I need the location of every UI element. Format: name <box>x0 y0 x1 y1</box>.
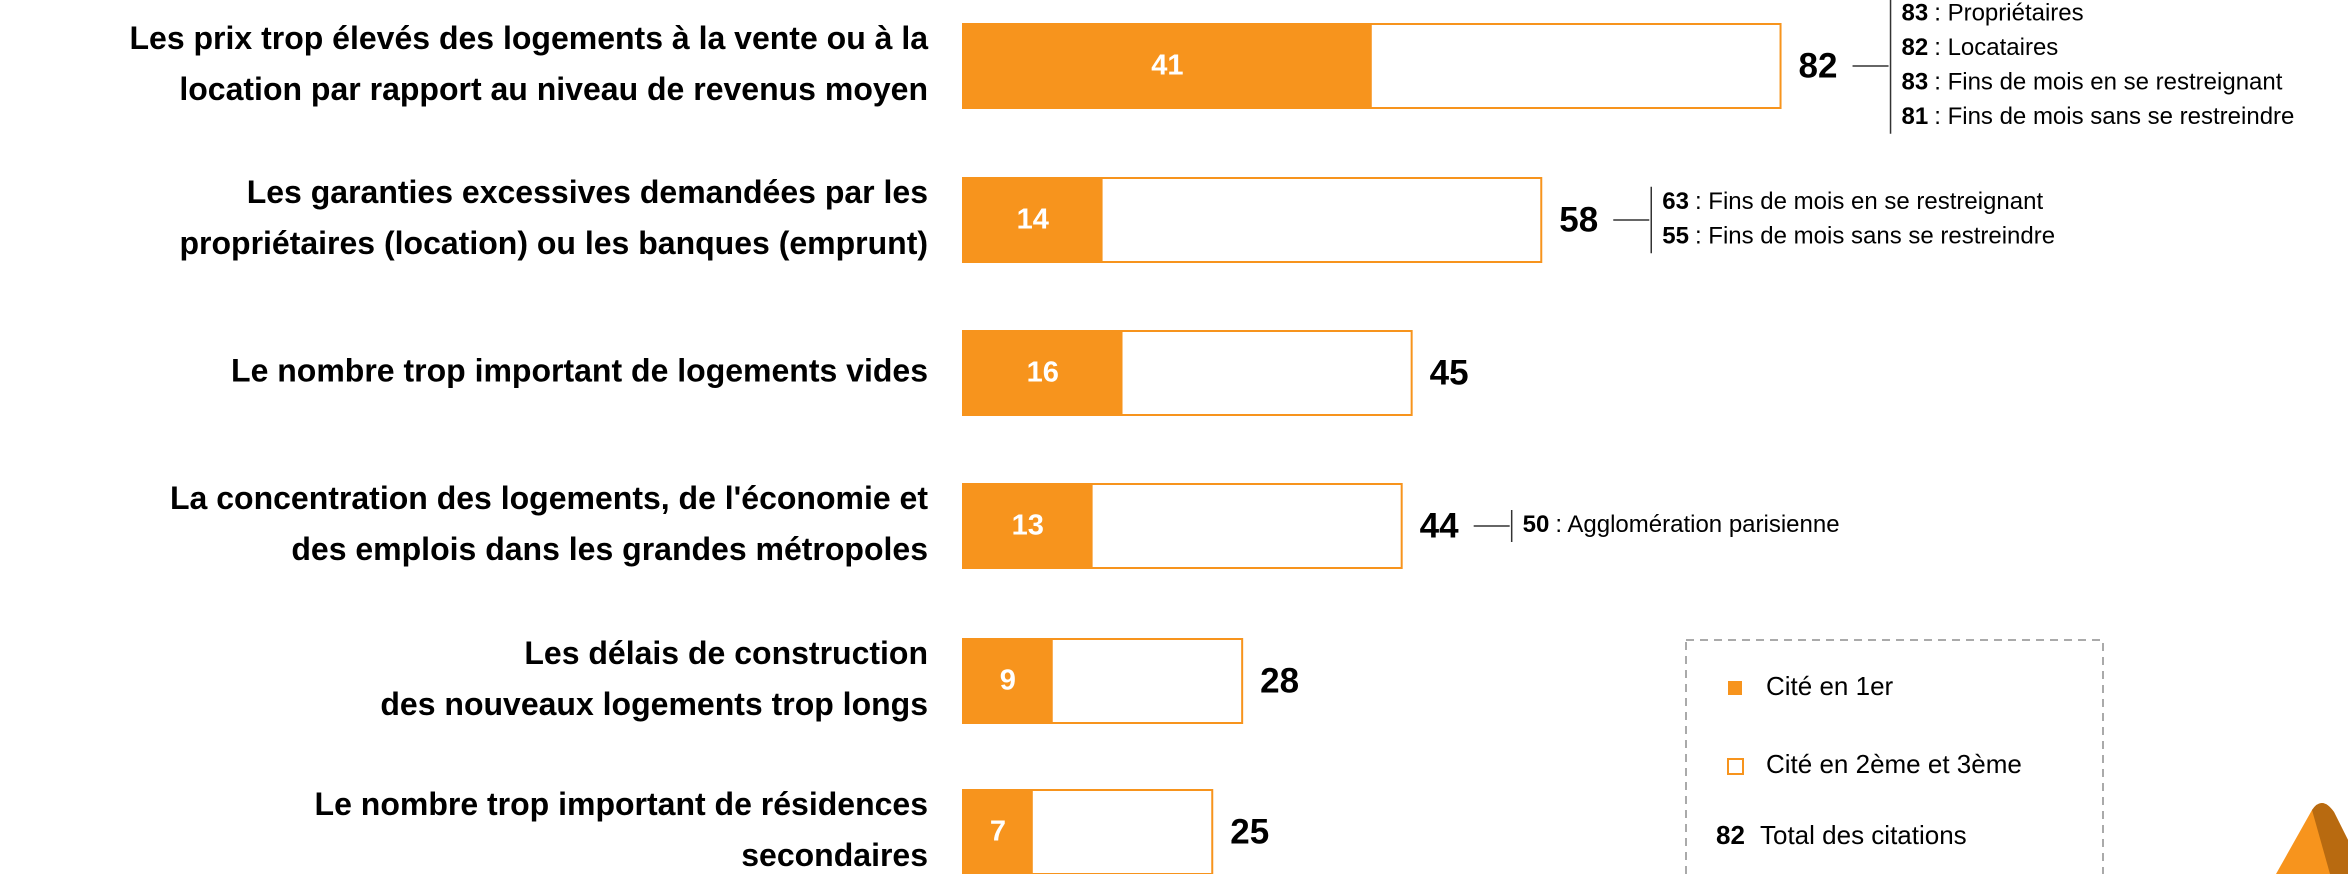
category-label: Le nombre trop important de logements vi… <box>231 352 928 388</box>
legend-swatch-second <box>1727 758 1744 775</box>
detail-value: 82 <box>1902 34 1929 61</box>
category-label: Les délais de construction <box>524 635 928 671</box>
detail-label: : Propriétaires <box>1934 0 2083 27</box>
category-label: Les garanties excessives demandées par l… <box>247 174 928 210</box>
detail-value: 81 <box>1902 103 1929 130</box>
bar-first-label: 9 <box>1000 665 1016 697</box>
detail-label: : Fins de mois en se restreignant <box>1934 69 2282 96</box>
legend-total-value: 82 <box>1716 820 1745 850</box>
bar-first <box>963 790 1033 874</box>
bar-first-label: 41 <box>1151 50 1183 82</box>
detail-value: 50 <box>1523 511 1550 538</box>
bar-total-label: 82 <box>1799 46 1838 85</box>
bar-first-label: 14 <box>1017 204 1049 236</box>
detail-label: : Fins de mois sans se restreindre <box>1695 223 2055 250</box>
detail: 55: Fins de mois sans se restreindre <box>1662 223 2055 250</box>
category-label: Le nombre trop important de résidences <box>315 786 928 822</box>
legend-first: Cité en 1er <box>1766 671 1894 701</box>
bar-total-label: 45 <box>1430 353 1469 392</box>
detail-label: : Agglomération parisienne <box>1555 511 1839 538</box>
category-label: La concentration des logements, de l'éco… <box>170 480 928 516</box>
category-label: location par rapport au niveau de revenu… <box>179 71 928 107</box>
detail: 81: Fins de mois sans se restreindre <box>1902 103 2295 130</box>
detail: 50: Agglomération parisienne <box>1523 511 1840 538</box>
legend-box <box>1685 639 2104 874</box>
detail: 82: Locataires <box>1902 34 2059 61</box>
bar-first-label: 7 <box>990 816 1006 848</box>
detail-label: : Locataires <box>1934 34 2058 61</box>
detail: 63: Fins de mois en se restreignant <box>1662 188 2043 215</box>
legend-total-label: Total des citations <box>1760 820 1967 850</box>
logo-shade <box>2312 802 2348 874</box>
bar-total-label: 58 <box>1559 200 1598 239</box>
bar-total-label: 25 <box>1230 812 1269 851</box>
legend-second: Cité en 2ème et 3ème <box>1766 749 2022 779</box>
detail-value: 83 <box>1902 69 1929 96</box>
detail-label: : Fins de mois en se restreignant <box>1695 188 2043 215</box>
detail: 83: Fins de mois en se restreignant <box>1902 69 2283 96</box>
bar-first-label: 13 <box>1012 510 1044 542</box>
detail-value: 63 <box>1662 188 1689 215</box>
legend-swatch-first <box>1728 681 1742 695</box>
bar-first <box>963 178 1103 262</box>
category-label: Les prix trop élevés des logements à la … <box>129 20 928 56</box>
bar-first <box>963 24 1372 108</box>
bar-total-label: 44 <box>1420 506 1459 545</box>
detail-value: 83 <box>1902 0 1929 27</box>
category-label: des nouveaux logements trop longs <box>380 686 928 722</box>
detail-label: : Fins de mois sans se restreindre <box>1934 103 2294 130</box>
detail: 83: Propriétaires <box>1902 0 2084 27</box>
bar-first <box>963 331 1123 415</box>
bar-total-label: 28 <box>1260 661 1299 700</box>
bar-first <box>963 484 1093 568</box>
category-label: propriétaires (location) ou les banques … <box>179 225 928 261</box>
bar-first <box>963 639 1053 723</box>
category-label: secondaires <box>741 837 928 873</box>
bar-first-label: 16 <box>1027 357 1059 389</box>
detail-value: 55 <box>1662 223 1689 250</box>
category-label: des emplois dans les grandes métropoles <box>291 531 928 567</box>
